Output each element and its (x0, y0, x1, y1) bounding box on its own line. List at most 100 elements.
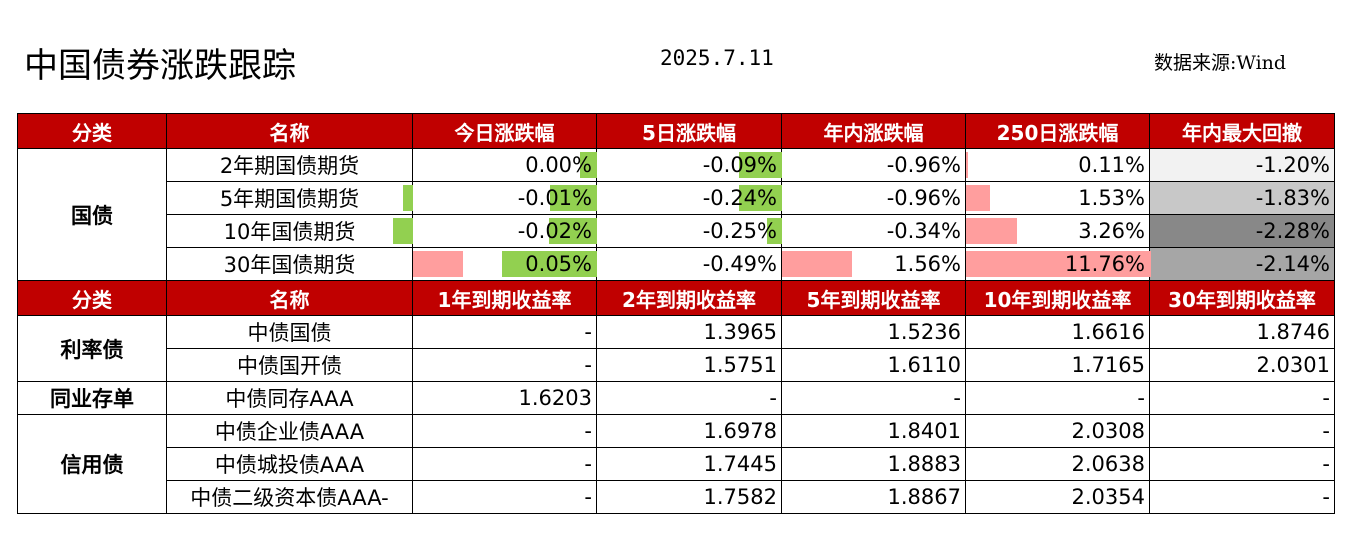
yield-cell: - (412, 480, 597, 514)
yield-cell: - (1149, 414, 1335, 448)
value-text: -0.24% (702, 186, 777, 210)
cell-d5: -0.24% (550, 181, 782, 215)
table-row: 5年期国债期货 -0.01% -0.24% -0.96% 1.53% -1.83% (18, 181, 1335, 215)
value-text: 1.7165 (1071, 353, 1145, 377)
instrument-name: 2年期国债期货 (166, 148, 413, 182)
table-row: 中债国开债 - 1.5751 1.6110 1.7165 2.0301 (18, 348, 1335, 382)
value-text: -2.14% (1255, 252, 1330, 276)
table-row: 10年国债期货 -0.02% -0.25% -0.34% 3.26% -2.28% (18, 214, 1335, 248)
cell-d250: 1.53% (965, 181, 1150, 215)
data-source: 数据来源:Wind (1154, 52, 1287, 74)
yield-cell: - (412, 414, 597, 448)
header-row: 分类 名称 1年到期收益率 2年到期收益率 5年到期收益率 10年到期收益率 30年到期收益… (17, 280, 1335, 316)
value-text: 2.0308 (1071, 419, 1145, 443)
instrument-name: 中债国开债 (166, 348, 413, 382)
header-row: 分类 名称 今日涨跌幅 5日涨跌幅 年内涨跌幅 250日涨跌幅 年内最大回撤 (17, 113, 1335, 149)
column-header: 年内涨跌幅 (781, 113, 966, 149)
value-text: 2.0638 (1071, 452, 1145, 476)
value-text: - (1322, 452, 1330, 476)
value-text: 1.6978 (703, 419, 777, 443)
gain-bar (413, 251, 463, 277)
value-text: - (953, 386, 961, 410)
decline-bar (767, 218, 782, 244)
cell-day: 0.00% (412, 148, 597, 182)
table-row: 30年国债期货 0.05% -0.49% 1.56% 11.76% -2.14% (18, 247, 1335, 281)
value-text: 1.8883 (887, 452, 961, 476)
value-text: 1.8401 (887, 419, 961, 443)
instrument-name: 30年国债期货 (166, 247, 413, 281)
yield-cell: - (412, 447, 597, 481)
yield-cell: - (781, 381, 966, 415)
column-header: 250日涨跌幅 (965, 113, 1150, 149)
value-text: - (584, 353, 592, 377)
value-text: -0.01% (517, 186, 592, 210)
decline-bar (403, 185, 413, 211)
cell-d250: 0.11% (965, 148, 1150, 182)
cell-day: -0.01% (403, 181, 597, 215)
value-text: 0.05% (525, 252, 592, 276)
value-text: - (1137, 386, 1145, 410)
yield-cell: - (1149, 381, 1335, 415)
value-text: 1.6203 (518, 386, 592, 410)
value-text: 1.53% (1078, 186, 1145, 210)
decline-bar (739, 152, 782, 178)
value-text: 0.11% (1078, 153, 1145, 177)
page-title: 中国债券涨跌跟踪 (24, 46, 296, 86)
value-text: 3.26% (1078, 219, 1145, 243)
column-header: 30年到期收益率 (1149, 280, 1335, 316)
column-header: 10年到期收益率 (965, 280, 1150, 316)
yield-cell: 2.0301 (1149, 348, 1335, 382)
category-cell: 信用债 (17, 414, 167, 514)
value-text: -0.25% (702, 219, 777, 243)
table-row: 利率债 中债国债 - 1.3965 1.5236 1.6616 1.8746 (17, 315, 1335, 382)
value-text: -0.02% (517, 219, 592, 243)
column-header: 2年到期收益率 (596, 280, 782, 316)
cell-dd: -2.14% (1149, 247, 1335, 281)
yield-cell: 2.0638 (965, 447, 1150, 481)
table-row: 国债 2年期国债期货 0.00% -0.09% -0.96% 0.11% -1.20% (17, 148, 1335, 281)
value-text: -0.34% (886, 219, 961, 243)
value-text: 11.76% (1064, 252, 1145, 276)
cell-d250: 11.76% (965, 247, 1151, 281)
yield-cell: - (1149, 480, 1335, 514)
value-text: - (584, 485, 592, 509)
value-text: -1.83% (1255, 186, 1330, 210)
instrument-name: 10年国债期货 (166, 214, 413, 248)
column-header: 5年到期收益率 (781, 280, 966, 316)
instrument-name: 中债二级资本债AAA- (166, 480, 413, 514)
column-header: 分类 (17, 280, 167, 316)
cell-ytd: -0.34% (767, 214, 966, 248)
yield-cell: 1.5751 (596, 348, 782, 382)
yield-cell: 1.8883 (781, 447, 966, 481)
value-text: - (1322, 485, 1330, 509)
gain-bar (966, 251, 1151, 277)
value-text: - (1322, 419, 1330, 443)
cell-d5: -0.25% (549, 214, 782, 248)
yield-cell: - (965, 381, 1150, 415)
value-text: 2.0301 (1256, 353, 1330, 377)
table-row: 中债二级资本债AAA- - 1.7582 1.8867 2.0354 - (18, 480, 1335, 514)
yield-cell: 1.8401 (781, 414, 966, 448)
column-header: 名称 (166, 113, 413, 149)
value-text: 1.3965 (703, 320, 777, 344)
value-text: - (584, 452, 592, 476)
instrument-name: 5年期国债期货 (166, 181, 413, 215)
value-text: 1.5236 (887, 320, 961, 344)
value-text: -2.28% (1255, 219, 1330, 243)
value-text: -1.20% (1255, 153, 1330, 177)
cell-ytd: -0.96% (739, 148, 966, 182)
yield-cell: 1.6978 (596, 414, 782, 448)
cell-d5: -0.09% (580, 148, 782, 182)
yield-cell: 1.8746 (1149, 315, 1335, 349)
column-header: 名称 (166, 280, 413, 316)
category-cell: 国债 (17, 148, 167, 281)
value-text: 1.6616 (1071, 320, 1145, 344)
value-text: -0.09% (702, 153, 777, 177)
value-text: 1.6110 (887, 353, 961, 377)
value-text: 0.00% (525, 153, 592, 177)
value-text: 1.8867 (887, 485, 961, 509)
yield-cell: 1.5236 (781, 315, 966, 349)
cell-day: -0.02% (393, 214, 597, 248)
report-date: 2025.7.11 (660, 46, 774, 70)
table-row: 中债城投债AAA - 1.7445 1.8883 2.0638 - (18, 447, 1335, 481)
